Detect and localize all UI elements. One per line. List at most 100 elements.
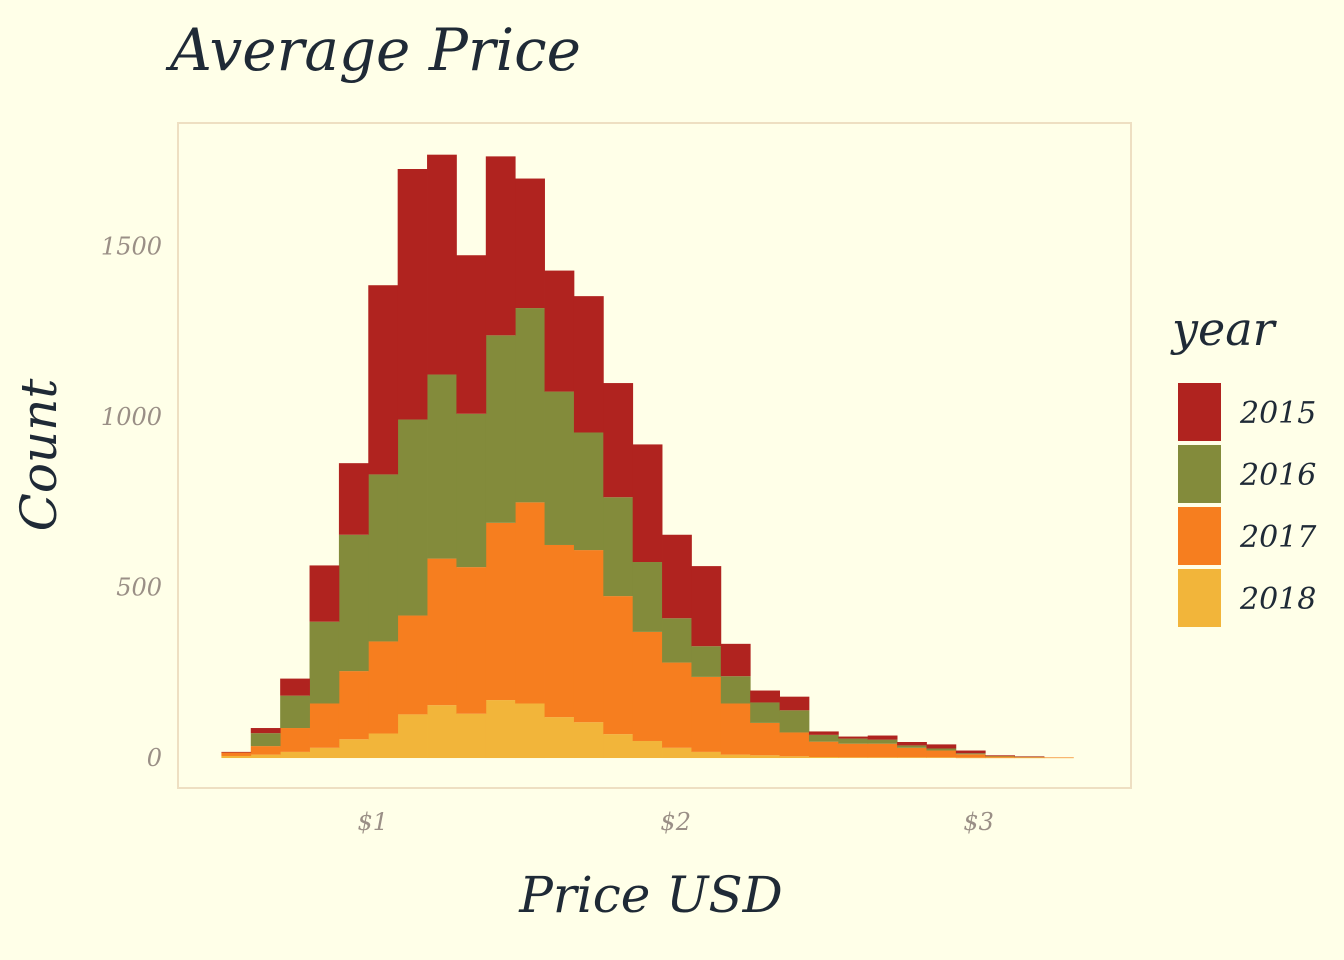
bar-2017-bin-4 (338, 671, 369, 740)
bar-2016-bin-12 (573, 432, 604, 551)
bar-2018-bin-24 (926, 757, 957, 759)
legend-label-2018: 2018 (1239, 582, 1316, 617)
bar-2018-bin-19 (779, 756, 810, 759)
bar-2018-bin-20 (808, 757, 839, 759)
bar-2017-bin-27 (1014, 757, 1045, 758)
bar-2015-bin-27 (1014, 756, 1045, 757)
legend-label-2015: 2015 (1239, 396, 1316, 431)
x-tick-label: $2 (660, 808, 691, 836)
bar-2016-bin-13 (603, 497, 634, 597)
bar-2017-bin-10 (515, 502, 545, 704)
x-tick-label: $3 (963, 808, 994, 836)
bar-2017-bin-18 (750, 722, 780, 756)
bar-2018-bin-8 (456, 713, 487, 759)
bar-2018-bin-7 (427, 705, 457, 759)
bar-2017-bin-12 (573, 550, 604, 723)
bar-2018-bin-4 (338, 739, 369, 759)
legend: year 2015 2016 2017 2018 (1170, 302, 1317, 627)
y-tick-label: 0 (147, 744, 162, 772)
bar-2016-bin-21 (838, 738, 869, 744)
legend-swatch-2017 (1178, 507, 1221, 565)
bar-2016-bin-15 (662, 618, 692, 663)
bar-2016-bin-17 (720, 676, 751, 704)
bar-2016-bin-20 (808, 734, 839, 742)
bar-2017-bin-21 (838, 743, 869, 758)
bar-2016-bin-26 (985, 755, 1016, 757)
bar-2016-bin-7 (427, 374, 457, 559)
bar-2016-bin-3 (309, 621, 340, 704)
x-tick-label: $1 (358, 808, 389, 836)
bar-2017-bin-7 (427, 558, 457, 706)
bar-2016-bin-8 (456, 413, 487, 568)
bars-layer (221, 154, 1074, 759)
bar-2018-bin-26 (985, 757, 1016, 759)
bar-2017-bin-13 (603, 596, 634, 735)
bar-2015-bin-19 (779, 696, 810, 711)
bar-2018-bin-14 (632, 740, 663, 759)
bar-2017-bin-23 (897, 747, 927, 758)
bar-2018-bin-2 (280, 751, 310, 759)
bar-2015-bin-6 (397, 169, 428, 420)
legend-title: year (1170, 302, 1278, 356)
bar-2016-bin-4 (338, 534, 369, 672)
bar-2018-bin-28 (1043, 757, 1074, 759)
bar-2016-bin-5 (368, 474, 399, 642)
bar-2015-bin-2 (280, 678, 310, 696)
bar-2015-bin-0 (221, 751, 252, 753)
bar-2018-bin-17 (720, 754, 751, 759)
bar-2018-bin-5 (368, 733, 399, 759)
bar-2017-bin-14 (632, 631, 663, 741)
bar-2016-bin-22 (867, 739, 898, 744)
bar-2017-bin-16 (691, 676, 722, 752)
bar-2016-bin-16 (691, 646, 722, 677)
bar-2015-bin-14 (632, 444, 663, 563)
chart-title: Average Price (165, 16, 581, 84)
bar-2016-bin-10 (515, 308, 545, 503)
y-axis-label: Count (10, 378, 68, 532)
bar-2016-bin-6 (397, 419, 428, 616)
bar-2018-bin-22 (867, 757, 898, 759)
bar-2015-bin-3 (309, 565, 340, 622)
bar-2016-bin-1 (250, 733, 281, 747)
bar-2018-bin-10 (515, 703, 545, 759)
legend-swatch-2018 (1178, 569, 1221, 627)
plot-panel-border (177, 122, 1132, 789)
bar-2018-bin-23 (897, 757, 927, 759)
bar-2017-bin-28 (1043, 757, 1074, 758)
bar-2015-bin-9 (485, 156, 516, 336)
bar-2018-bin-25 (955, 757, 986, 759)
bar-2015-bin-5 (368, 285, 399, 475)
y-tick-labels: 0 500 1000 1500 (101, 233, 162, 772)
x-tick-labels: $1 $2 $3 (358, 808, 994, 836)
bar-2017-bin-6 (397, 615, 428, 715)
bar-2017-bin-26 (985, 756, 1016, 758)
bar-2015-bin-4 (338, 463, 369, 535)
bar-2016-bin-24 (926, 748, 957, 751)
bar-2018-bin-21 (838, 757, 869, 759)
bar-2015-bin-24 (926, 744, 957, 749)
bar-2015-bin-1 (250, 728, 281, 734)
bar-2018-bin-6 (397, 714, 428, 759)
y-tick-label: 500 (116, 574, 162, 602)
bar-2016-bin-25 (955, 753, 986, 755)
bar-2015-bin-26 (985, 755, 1016, 756)
bar-2017-bin-19 (779, 732, 810, 757)
bar-2018-bin-18 (750, 755, 780, 759)
bar-2017-bin-3 (309, 703, 340, 748)
bar-2018-bin-11 (544, 717, 575, 759)
bar-2017-bin-9 (485, 522, 516, 701)
bar-2017-bin-24 (926, 750, 957, 758)
bar-2015-bin-8 (456, 255, 487, 414)
bar-2018-bin-3 (309, 747, 340, 759)
bar-2018-bin-15 (662, 747, 692, 759)
bar-2015-bin-15 (662, 534, 692, 619)
bar-2015-bin-12 (573, 296, 604, 433)
bar-2018-bin-12 (573, 722, 604, 759)
bar-2018-bin-9 (485, 700, 516, 759)
bar-2017-bin-8 (456, 567, 487, 714)
legend-items: 2015 2016 2017 2018 (1178, 383, 1317, 627)
bar-2015-bin-23 (897, 742, 927, 746)
bar-2017-bin-15 (662, 662, 692, 748)
